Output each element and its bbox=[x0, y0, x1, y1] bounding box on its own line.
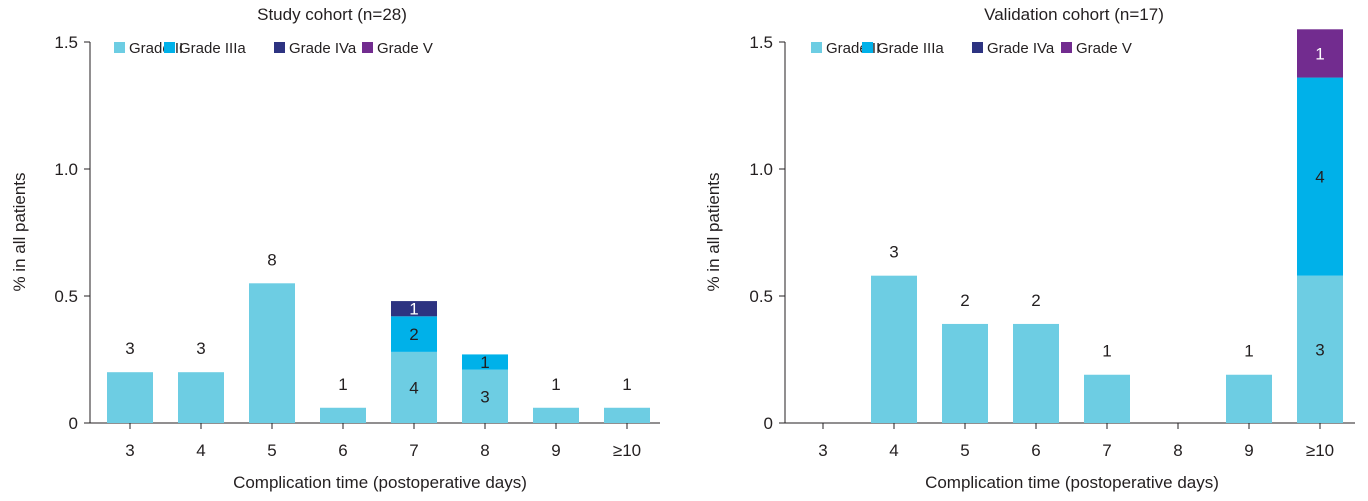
bar-grade-ii bbox=[533, 407, 579, 423]
y-axis-label: % in all patients bbox=[704, 172, 723, 291]
x-tick-label: ≥10 bbox=[613, 441, 641, 460]
segment-value-label: 3 bbox=[480, 387, 489, 406]
bar-grade-ii bbox=[391, 351, 437, 423]
segment-value-label: 1 bbox=[409, 300, 418, 319]
study-cohort-chart: Study cohort (n=28) 0 0.5 1.0 1.5 % in all pa… bbox=[10, 5, 660, 492]
bar-grade-ii bbox=[604, 407, 650, 423]
x-tick-label: 6 bbox=[1031, 441, 1040, 460]
bar-grade-ii bbox=[178, 372, 224, 423]
legend-swatch bbox=[114, 42, 125, 53]
bar-total-label: 3 bbox=[125, 339, 134, 358]
chart-title: Study cohort (n=28) bbox=[257, 5, 407, 24]
bar-grade-ii bbox=[320, 407, 366, 423]
x-tick-label: 4 bbox=[196, 441, 205, 460]
x-axis-label: Complication time (postoperative days) bbox=[233, 473, 527, 492]
segment-value-label: 1 bbox=[480, 353, 489, 372]
legend-swatch bbox=[164, 42, 175, 53]
segment-value-label: 4 bbox=[409, 378, 418, 397]
segment-value-label: 4 bbox=[1315, 168, 1324, 187]
bar-grade-ii bbox=[1226, 374, 1272, 423]
legend-label: Grade II bbox=[129, 40, 183, 57]
y-tick-label: 1.5 bbox=[749, 33, 773, 52]
bar-total-label: 1 bbox=[1244, 342, 1253, 361]
legend-label: Grade IIIa bbox=[179, 40, 246, 57]
bar-grade-iiia bbox=[1297, 77, 1343, 276]
legend-swatch bbox=[972, 42, 983, 53]
bar-total-label: 3 bbox=[196, 339, 205, 358]
x-tick-label: ≥10 bbox=[1306, 441, 1334, 460]
bar-total-label: 1 bbox=[338, 375, 347, 394]
y-tick-label: 1.0 bbox=[54, 160, 78, 179]
y-tick-label: 0.5 bbox=[54, 287, 78, 306]
x-tick-label: 8 bbox=[1173, 441, 1182, 460]
legend-swatch bbox=[274, 42, 285, 53]
x-tick-label: 7 bbox=[1102, 441, 1111, 460]
legend-label: Grade V bbox=[377, 40, 433, 57]
bar-grade-ii bbox=[1013, 323, 1059, 423]
bar-total-label: 8 bbox=[267, 250, 276, 269]
bar-grade-ii bbox=[462, 369, 508, 423]
x-tick-label: 9 bbox=[1244, 441, 1253, 460]
bar-grade-ii bbox=[1084, 374, 1130, 423]
chart-title: Validation cohort (n=17) bbox=[984, 5, 1164, 24]
y-tick-label: 1.0 bbox=[749, 160, 773, 179]
bar-grade-v bbox=[1297, 29, 1343, 78]
legend-swatch bbox=[1061, 42, 1072, 53]
x-tick-label: 9 bbox=[551, 441, 560, 460]
segment-value-label: 3 bbox=[1315, 340, 1324, 359]
legend-swatch bbox=[811, 42, 822, 53]
x-tick-label: 5 bbox=[267, 441, 276, 460]
x-tick-label: 5 bbox=[960, 441, 969, 460]
bar-total-label: 3 bbox=[889, 243, 898, 262]
bar-grade-ii bbox=[942, 323, 988, 423]
legend-swatch bbox=[362, 42, 373, 53]
segment-value-label: 2 bbox=[409, 325, 418, 344]
y-tick-label: 0 bbox=[69, 414, 78, 433]
bar-total-label: 2 bbox=[960, 291, 969, 310]
bar-grade-ii bbox=[249, 283, 295, 423]
x-tick-label: 7 bbox=[409, 441, 418, 460]
legend-swatch bbox=[862, 42, 873, 53]
legend-label: Grade IVa bbox=[987, 40, 1055, 57]
legend-label: Grade IVa bbox=[289, 40, 357, 57]
bar-grade-ii bbox=[107, 372, 153, 423]
bar-grade-iva bbox=[391, 301, 437, 317]
y-tick-label: 1.5 bbox=[54, 33, 78, 52]
x-tick-label: 8 bbox=[480, 441, 489, 460]
bar-total-label: 1 bbox=[551, 375, 560, 394]
bar-grade-iiia bbox=[462, 354, 508, 370]
validation-cohort-chart: Validation cohort (n=17) 0 0.5 1.0 1.5 % in a… bbox=[704, 5, 1355, 492]
segment-value-label: 1 bbox=[1315, 44, 1324, 63]
bar-total-label: 2 bbox=[1031, 291, 1040, 310]
x-tick-label: 4 bbox=[889, 441, 898, 460]
x-tick-label: 3 bbox=[818, 441, 827, 460]
y-tick-label: 0.5 bbox=[749, 287, 773, 306]
bar-total-label: 1 bbox=[622, 375, 631, 394]
x-axis-label: Complication time (postoperative days) bbox=[925, 473, 1219, 492]
x-tick-label: 6 bbox=[338, 441, 347, 460]
y-tick-label: 0 bbox=[764, 414, 773, 433]
bar-grade-iiia bbox=[391, 316, 437, 352]
bar-grade-ii bbox=[871, 275, 917, 423]
x-tick-label: 3 bbox=[125, 441, 134, 460]
bar-grade-ii bbox=[1297, 275, 1343, 423]
y-axis-label: % in all patients bbox=[10, 172, 29, 291]
legend-label: Grade V bbox=[1076, 40, 1132, 57]
bar-total-label: 1 bbox=[1102, 342, 1111, 361]
legend-label: Grade IIIa bbox=[877, 40, 944, 57]
